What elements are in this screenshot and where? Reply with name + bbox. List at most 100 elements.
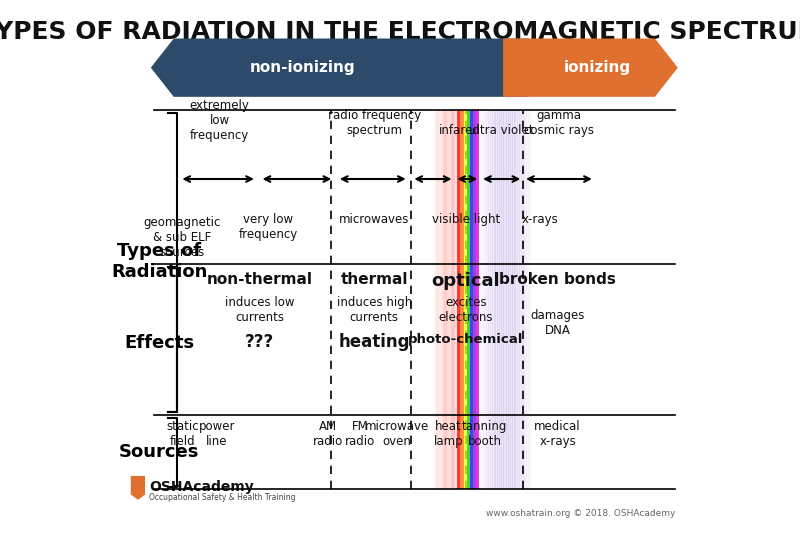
Text: static
field: static field — [166, 420, 198, 448]
Text: induces low
currents: induces low currents — [225, 296, 294, 324]
Bar — [501, 110, 504, 489]
Text: photo-chemical: photo-chemical — [408, 333, 523, 346]
Text: heating: heating — [338, 333, 410, 351]
Bar — [485, 110, 487, 489]
Bar — [462, 110, 464, 489]
Bar — [434, 110, 435, 489]
Bar — [510, 110, 513, 489]
Bar — [454, 110, 456, 489]
Text: radio frequency
spectrum: radio frequency spectrum — [327, 109, 421, 136]
Bar — [494, 110, 496, 489]
Bar — [460, 110, 462, 489]
Text: Sources: Sources — [119, 443, 199, 461]
Bar — [508, 110, 511, 489]
Text: OSHAcademy: OSHAcademy — [149, 480, 254, 494]
Bar — [455, 110, 458, 489]
Text: extremely
low
frequency: extremely low frequency — [190, 99, 250, 142]
Text: AM
radio: AM radio — [314, 420, 343, 448]
Bar — [502, 110, 506, 489]
Bar — [478, 110, 480, 489]
Text: visible light: visible light — [432, 214, 500, 227]
Text: TYPES OF RADIATION IN THE ELECTROMAGNETIC SPECTRUM: TYPES OF RADIATION IN THE ELECTROMAGNETI… — [0, 20, 800, 44]
Text: ionizing: ionizing — [564, 60, 631, 75]
Text: very low
frequency: very low frequency — [238, 214, 298, 241]
Bar — [451, 110, 453, 489]
Polygon shape — [151, 38, 529, 97]
Bar — [439, 110, 442, 489]
Polygon shape — [503, 38, 678, 97]
Bar — [505, 110, 507, 489]
Text: microwave
oven: microwave oven — [365, 420, 430, 448]
Bar — [479, 110, 482, 489]
Bar — [443, 110, 445, 489]
Text: excites
electrons: excites electrons — [438, 296, 493, 324]
Bar — [459, 110, 461, 489]
Bar — [442, 110, 443, 489]
Bar — [518, 110, 520, 489]
Bar — [490, 110, 493, 489]
Bar — [438, 110, 439, 489]
Bar — [512, 110, 514, 489]
Bar — [454, 110, 455, 489]
Text: x-rays: x-rays — [522, 214, 558, 227]
Bar — [515, 110, 518, 489]
Text: infared: infared — [439, 124, 481, 136]
Text: induces high
currents: induces high currents — [337, 296, 412, 324]
Bar — [492, 110, 494, 489]
Text: ultra violet: ultra violet — [469, 124, 534, 136]
Bar — [519, 110, 522, 489]
Bar — [498, 110, 500, 489]
Bar — [436, 110, 438, 489]
Text: ???: ??? — [245, 333, 274, 351]
Bar — [486, 110, 489, 489]
Bar — [435, 110, 437, 489]
Bar — [460, 110, 463, 489]
Text: damages
DNA: damages DNA — [530, 309, 585, 337]
Text: gamma
cosmic rays: gamma cosmic rays — [524, 109, 594, 136]
Bar — [438, 110, 440, 489]
Text: geomagnetic
& sub ELF
sources: geomagnetic & sub ELF sources — [144, 216, 221, 259]
Bar — [530, 110, 533, 489]
Bar — [457, 110, 458, 489]
Bar — [452, 110, 454, 489]
Bar — [473, 110, 476, 489]
Text: optical: optical — [431, 272, 500, 290]
Text: Effects: Effects — [124, 334, 194, 352]
Bar — [482, 110, 486, 489]
Bar — [463, 110, 466, 489]
Bar — [521, 110, 523, 489]
Text: non-ionizing: non-ionizing — [250, 60, 355, 75]
Bar — [431, 110, 434, 489]
Bar — [458, 110, 459, 489]
Bar — [441, 110, 442, 489]
Bar — [446, 110, 447, 489]
Bar — [449, 110, 450, 489]
Bar — [495, 110, 498, 489]
Bar — [462, 110, 463, 489]
Bar — [528, 110, 531, 489]
Text: broken bonds: broken bonds — [499, 272, 616, 287]
Bar — [458, 110, 460, 489]
Text: heat
lamp: heat lamp — [434, 420, 463, 448]
Bar — [466, 110, 470, 489]
Bar — [506, 110, 509, 489]
Text: Occupational Safety & Health Training: Occupational Safety & Health Training — [149, 492, 295, 502]
Text: non-thermal: non-thermal — [206, 272, 313, 287]
Bar — [446, 110, 448, 489]
Polygon shape — [130, 476, 145, 500]
Bar — [514, 110, 516, 489]
Bar — [447, 110, 450, 489]
Text: FM
radio: FM radio — [345, 420, 375, 448]
Bar — [463, 110, 466, 489]
Bar — [488, 110, 491, 489]
Text: thermal: thermal — [341, 272, 408, 287]
Bar — [450, 110, 451, 489]
Bar — [465, 110, 466, 489]
Bar — [444, 110, 446, 489]
Text: microwaves: microwaves — [339, 214, 410, 227]
Text: Types of
Radiation: Types of Radiation — [111, 242, 207, 280]
Bar — [499, 110, 502, 489]
Bar — [470, 110, 473, 489]
Text: tanning
booth: tanning booth — [462, 420, 507, 448]
Text: www.oshatrain.org © 2018. OSHAcademy: www.oshatrain.org © 2018. OSHAcademy — [486, 510, 675, 519]
